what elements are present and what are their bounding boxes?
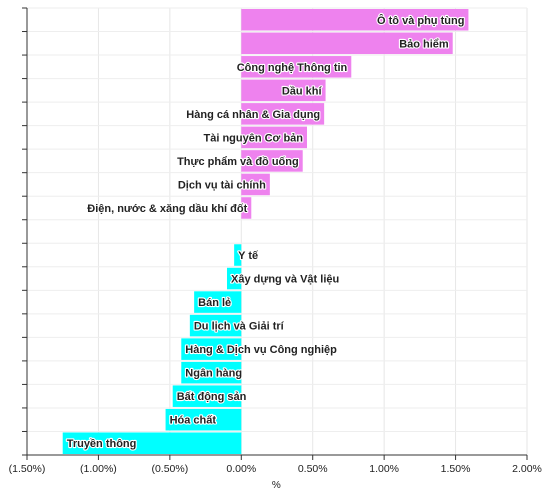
tick-labels-group: (1.50%) (1.00%) (0.50%) 0.00% 0.50% 1.00% 1.50… [9, 463, 542, 475]
bar [189, 314, 242, 337]
x-tick-label: 0.00% [226, 463, 256, 475]
category-label: Công nghệ Thông tin [237, 62, 348, 74]
category-label: Dầu khí [282, 85, 323, 97]
bar [241, 9, 469, 31]
axes-group [22, 7, 528, 460]
bar [194, 291, 242, 313]
bar [165, 408, 242, 431]
x-tick-label: (1.00%) [80, 463, 117, 475]
x-tick-label: 2.00% [512, 463, 542, 475]
category-label: Ngân hàng [185, 368, 242, 380]
category-label: Hàng cá nhân & Gia dụng [186, 109, 320, 121]
bar [241, 150, 303, 172]
x-tick-label: 0.50% [298, 463, 328, 475]
category-label: Ô tô và phụ tùng [377, 14, 464, 27]
category-label: Du lịch và Giải trí [194, 321, 285, 333]
bar [234, 244, 242, 266]
category-label: Điện, nước & xăng dầu khí đốt [87, 203, 247, 215]
bar [241, 173, 270, 196]
bar [241, 197, 252, 219]
bar [241, 103, 325, 125]
bar [181, 338, 242, 360]
category-label: Hóa chất [170, 415, 217, 427]
x-axis-label: % [272, 480, 281, 490]
category-label: Hàng & Dịch vụ Công nghiệp [185, 344, 337, 356]
bar [172, 385, 242, 407]
x-tick-label: (1.50%) [9, 463, 46, 475]
bars-group [62, 9, 469, 454]
bar [227, 267, 242, 290]
bar [181, 361, 242, 384]
bar [241, 126, 307, 149]
category-label: Tài nguyên Cơ bản [204, 132, 304, 144]
bar [62, 432, 242, 454]
x-tick-label: (0.50%) [151, 463, 188, 475]
category-label: Y tế [238, 250, 259, 262]
category-label: Dịch vụ tài chính [178, 179, 266, 191]
category-label: Xây dựng và Vật liệu [231, 274, 339, 286]
bar [241, 56, 352, 78]
grid-lines [26, 7, 528, 456]
category-label: Bán lẻ [198, 297, 231, 309]
x-tick-label: 1.00% [369, 463, 399, 475]
bar [241, 79, 326, 102]
category-label: Bất động sản [177, 391, 247, 403]
category-label: Truyền thông [67, 438, 137, 450]
category-labels-group: Ô tô và phụ tùng Bảo hiểm Công nghệ Thông … [66, 13, 466, 452]
bar [241, 32, 453, 55]
x-tick-label: 1.50% [441, 463, 471, 475]
category-label: Thực phẩm và đồ uống [177, 156, 299, 168]
category-label: Bảo hiểm [399, 38, 449, 50]
